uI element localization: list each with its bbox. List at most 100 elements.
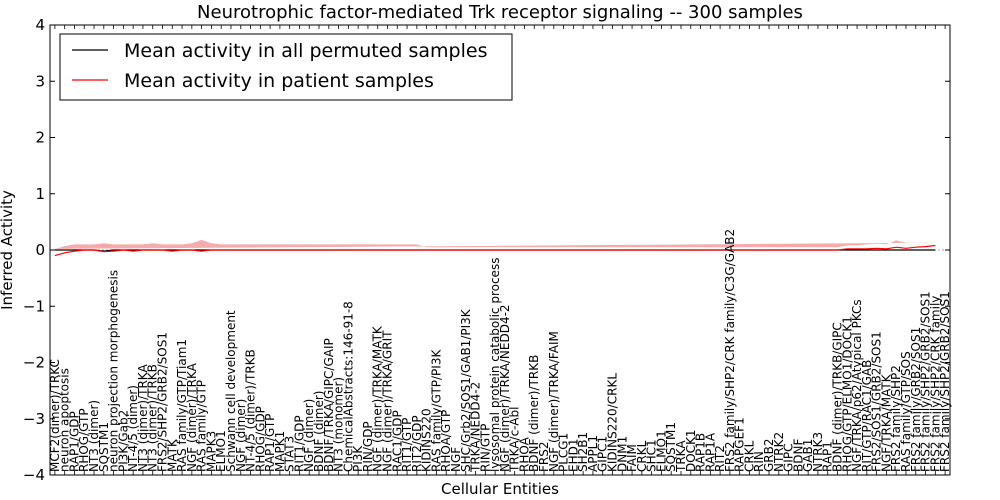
x-tick-label: lysosomal protein catabolic process (488, 258, 502, 472)
x-tick-label: RIT/GTP/RAC1/GAB (860, 360, 874, 472)
y-tick-label: 4 (35, 16, 45, 34)
x-tick-label: NGF (dimer)/TRKA/GRIT (381, 330, 395, 472)
x-tick-label: PI3K/Gab2 (116, 410, 130, 472)
x-tick-label: BDNF (dimer)/TRKB/GIPC (831, 322, 845, 472)
x-tick-label: RAP1/GTP (263, 414, 277, 472)
x-tick-label: NGF (dimer)/TRKA (185, 362, 199, 472)
x-tick-label: DNM1 (615, 436, 629, 472)
x-tick-label: RIT1/GDP (293, 415, 307, 472)
x-tick-label: RAC1/GDP (390, 410, 404, 472)
x-tick-label: KIDINS220/CRKL (606, 373, 620, 472)
x-tick-label: RAS family/GTP/PI3K (429, 349, 443, 472)
x-tick-label: NGF (dimer)/TRKA/MATK (371, 325, 385, 472)
x-tick-label: FRS2 family/GRB2/SOS1 (909, 327, 923, 472)
x-tick-label: KIDINS220 (420, 408, 434, 472)
x-tick-label: EHD1 (566, 439, 580, 472)
legend-box (59, 33, 513, 101)
x-tick-label: MATK (165, 438, 179, 472)
x-tick-label: NT3 (dimer)/TRKA (136, 364, 150, 472)
x-tick-label: STAT3 (283, 436, 297, 472)
x-tick-label: RHOG/GTP (77, 408, 91, 472)
x-tick-label: RIT2/GDP (410, 415, 424, 472)
x-tick-label: FRS2 family/SHP2/CRK family/C3G/GAB2 (723, 229, 737, 472)
x-tick-label: RAS family/GTP/SOS (899, 351, 913, 472)
x-tick-label: SQSTM1 (664, 422, 678, 472)
x-tick-label: NT3 (dimer) (87, 400, 101, 472)
x-tick-label: TRKA/c-Abl (508, 407, 522, 473)
x-tick-label: FRS2/SHP2/GRB2/SOS1 (156, 332, 170, 472)
x-tick-label: PI3K (351, 445, 365, 472)
x-tick-label: ELMO1 (214, 430, 228, 472)
x-axis-label: Cellular Entities (441, 480, 559, 498)
x-tick-label: Schwann cell development (224, 310, 238, 472)
x-tick-label: NTRK3 (811, 432, 825, 472)
x-tick-label: MAPK3 (204, 431, 218, 472)
patient-band (54, 239, 936, 249)
x-tick-label: BDNF (dimer) (312, 391, 326, 473)
x-tick-label: FAIM (625, 444, 639, 472)
x-tick-label: RHOA (518, 436, 532, 472)
x-tick-label: RIN (752, 451, 766, 472)
x-tick-label: NT-4/5 (dimer) (126, 385, 140, 472)
x-tick-label: NGF/TRKA/p62/Atypical PKCs (850, 299, 864, 472)
x-tick-label: BDNF (791, 439, 805, 472)
x-tick-label: BDNF (dimer)/TRKB (527, 355, 541, 472)
series-line-patient (54, 244, 936, 257)
y-tick-label: −1 (23, 297, 45, 315)
chart-title: Neurotrophic factor-mediated Trk recepto… (197, 2, 803, 23)
x-tick-label: RHOA/GTP (439, 410, 453, 472)
legend-label-permuted: Mean activity in all permuted samples (124, 40, 487, 62)
y-tick-label: −2 (23, 354, 45, 372)
x-tick-label: FRS2 family/SHP2/GRB2/SOS1 (919, 291, 933, 472)
x-tick-label: RIN/GDP (361, 421, 375, 472)
x-tick-label: NGF/TRKA/MATK (879, 373, 893, 472)
x-tick-label: NT3 (dimer)/TRKB (146, 364, 160, 472)
x-tick-label: RIT1/GTP (400, 418, 414, 472)
y-axis-label: Inferred Activity (0, 190, 16, 310)
y-tick-label: 1 (35, 185, 45, 203)
x-tick-label: RIT2 (713, 445, 727, 472)
x-tick-label: RAPGEF1 (733, 417, 747, 472)
x-tick-label: NGF (dimer)/TRKA/NEDD4-2 (498, 304, 512, 472)
x-tick-label: neuron apoptosis (58, 368, 72, 472)
x-tick-label: SQSTM1 (97, 422, 111, 472)
x-tick-label: CRKL (635, 440, 649, 472)
x-tick-label: NGF (dimer)/TRKA/FAIM (547, 331, 561, 472)
y-tick-label: −3 (23, 410, 45, 428)
x-tick-label: CRKL (743, 440, 757, 472)
x-tick-label: ChemicalAbstracts:146-91-8 (341, 301, 355, 472)
x-tick-label: RAP1/GDP (68, 411, 82, 472)
x-tick-label: FRS2 family/SHP2/GRB2/SOS1 (938, 291, 952, 472)
x-tick-label: NGF (dimer) (234, 399, 248, 472)
x-tick-label: RHOG/GTP/ELMO1/DOCK1 (840, 316, 854, 472)
x-tick-label: GIPC1 (596, 436, 610, 472)
x-tick-label: ELMO1 (654, 430, 668, 472)
y-tick-label: 3 (35, 72, 45, 90)
x-tick-label: SHC1 (645, 439, 659, 472)
x-tick-label: RIN/GTP (478, 424, 492, 472)
x-tick-label: RAP1 (821, 441, 835, 472)
x-tick-label: BDNF/TRKA/GIPC/GAIP (322, 338, 336, 472)
x-tick-label: RHOG/GDP (253, 406, 267, 472)
x-tick-label: FRS2 family/SHP2 (889, 365, 903, 472)
x-tick-label: FRS2 (537, 442, 551, 473)
y-tick-label: −4 (23, 466, 45, 484)
x-tick-label: NT3 (monomer) (332, 377, 346, 472)
x-tick-label: RAP1B (694, 433, 708, 472)
x-tick-label: SHC/Grb2/SOS1/GAB1/PI3K (459, 308, 473, 472)
x-tick-label: GIPC (782, 444, 796, 472)
x-tick-label: RAS family/GTP/Tiam1 (175, 339, 189, 472)
x-tick-label: neuron projection morphogenesis (107, 270, 121, 472)
x-tick-label: MCF2(dimer)/TRKC (48, 359, 62, 472)
x-tick-label: TRKA (674, 440, 688, 473)
x-tick-label: TRKA/NEDD4-2 (469, 382, 483, 473)
x-tick-label: RAS family/GTP (195, 380, 209, 472)
x-tick-label: NGF (dimer) (302, 399, 316, 472)
legend-label-patient: Mean activity in patient samples (124, 70, 434, 92)
x-tick-label: NTRK2 (772, 432, 786, 472)
x-tick-label: DOCK1 (684, 429, 698, 472)
x-tick-label: FRS2/SOS1/GRB2/SOS1 (870, 331, 884, 472)
x-tick-label: NT-4/5 (dimer)/TRKB (244, 349, 258, 472)
y-tick-label: 0 (35, 241, 45, 259)
